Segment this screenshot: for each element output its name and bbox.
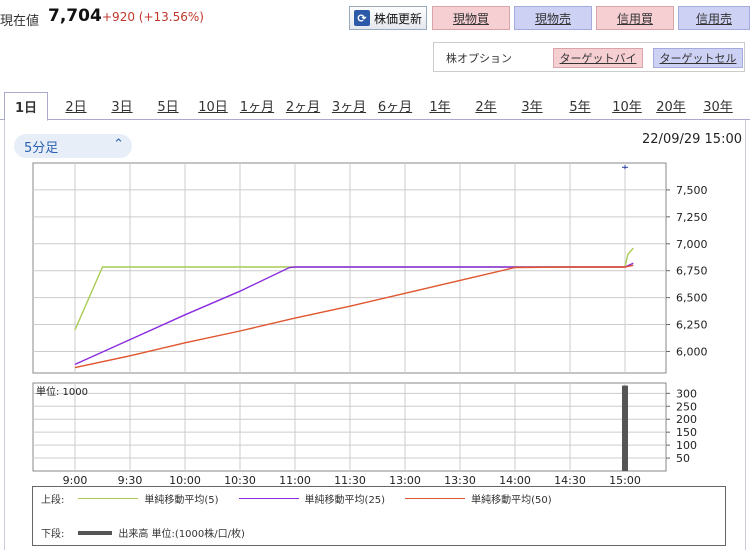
x-tick-label: 14:00	[499, 474, 531, 487]
volume-tick-label: 300	[676, 387, 697, 400]
tab-12[interactable]: 5年	[569, 99, 591, 115]
stock-options-label: 株オプション	[446, 52, 512, 65]
volume-tick-label: 200	[676, 413, 697, 426]
legend-upper-label: 上段:	[41, 495, 65, 506]
tab-6[interactable]: 2ヶ月	[285, 99, 321, 115]
tab-13[interactable]: 10年	[612, 99, 642, 115]
legend-volume-swatch	[78, 530, 113, 535]
tab-11[interactable]: 3年	[521, 99, 543, 115]
x-tick-label: 13:00	[389, 474, 421, 487]
volume-unit-label: 単位: 1000	[36, 385, 88, 398]
price-value: 7,704	[48, 6, 102, 26]
x-tick-label: 13:30	[444, 474, 476, 487]
margin-buy-button[interactable]: 信用買	[596, 6, 674, 30]
price-change: +920 (+13.56%)	[102, 10, 204, 24]
period-tabs: 1日 2日 3日 5日 10日 1ヶ月 2ヶ月 3ヶ月 6ヶ月 1年 2年 3年 5年 10年 20年 30年	[0, 86, 750, 121]
header: 現在値 7,704 +920 (+13.56%) ⟳ 株価更新 現物買 現物売 …	[0, 0, 750, 86]
legend-ma50-swatch	[405, 498, 466, 499]
x-tick-label: 9:00	[63, 474, 88, 487]
chart-panel	[4, 120, 746, 550]
y-tick-label: 6,750	[676, 265, 708, 278]
price-label: 現在値	[0, 14, 40, 29]
chart-datetime: 22/09/29 15:00	[642, 132, 742, 147]
legend-ma50: 単純移動平均(50)	[471, 495, 552, 506]
chart-legend: 上段: 単純移動平均(5) 単純移動平均(25) 単純移動平均(50) 下段: …	[32, 486, 726, 546]
legend-volume: 出来高 単位:(1000株/口/枚)	[118, 529, 245, 540]
y-tick-label: 7,000	[676, 238, 708, 251]
refresh-icon: ⟳	[354, 10, 370, 26]
tab-4[interactable]: 10日	[198, 99, 228, 115]
volume-tick-label: 100	[676, 439, 697, 452]
tab-5[interactable]: 1ヶ月	[239, 99, 275, 115]
volume-bar	[622, 385, 628, 471]
target-buy-button[interactable]: ターゲットバイ	[553, 48, 643, 68]
x-tick-label: 10:00	[169, 474, 201, 487]
tab-8[interactable]: 6ヶ月	[377, 99, 413, 115]
x-tick-label: 10:30	[224, 474, 256, 487]
legend-ma5: 単純移動平均(5)	[144, 495, 219, 506]
legend-ma25: 単純移動平均(25)	[304, 495, 386, 506]
spot-buy-button[interactable]: 現物買	[432, 6, 510, 30]
tab-9[interactable]: 1年	[429, 99, 451, 115]
tab-15[interactable]: 30年	[703, 99, 733, 115]
y-tick-label: 6,250	[676, 319, 708, 332]
tab-2[interactable]: 3日	[111, 99, 133, 115]
volume-tick-label: 250	[676, 400, 697, 413]
legend-lower-label: 下段:	[41, 529, 65, 540]
x-tick-label: 14:30	[554, 474, 586, 487]
y-tick-label: 7,250	[676, 211, 708, 224]
x-tick-label: 9:30	[118, 474, 143, 487]
interval-select-value: 5分足	[24, 140, 59, 156]
tab-1[interactable]: 2日	[65, 99, 87, 115]
volume-tick-label: 150	[676, 426, 697, 439]
tab-7[interactable]: 3ヶ月	[331, 99, 367, 115]
tab-10[interactable]: 2年	[475, 99, 497, 115]
refresh-label: 株価更新	[374, 11, 423, 26]
spot-sell-button[interactable]: 現物売	[514, 6, 592, 30]
tab-0[interactable]: 1日	[4, 92, 48, 121]
legend-ma5-swatch	[78, 498, 139, 499]
tab-3[interactable]: 5日	[157, 99, 179, 115]
margin-sell-button[interactable]: 信用売	[678, 6, 750, 30]
target-sell-button[interactable]: ターゲットセル	[653, 48, 743, 68]
volume-tick-label: 50	[676, 452, 690, 465]
y-tick-label: 6,500	[676, 292, 708, 305]
y-tick-label: 6,000	[676, 345, 708, 358]
x-tick-label: 11:00	[279, 474, 311, 487]
series-ma50	[74, 264, 634, 369]
tab-14[interactable]: 20年	[656, 99, 686, 115]
legend-ma25-swatch	[238, 498, 299, 499]
x-tick-label: 15:00	[609, 474, 641, 487]
y-tick-label: 7,500	[676, 184, 708, 197]
interval-select[interactable]: 5分足 ⌃	[14, 134, 132, 158]
x-tick-label: 11:30	[334, 474, 366, 487]
chevron-updown-icon: ⌃	[113, 137, 124, 152]
refresh-price-button[interactable]: ⟳ 株価更新	[349, 6, 427, 30]
